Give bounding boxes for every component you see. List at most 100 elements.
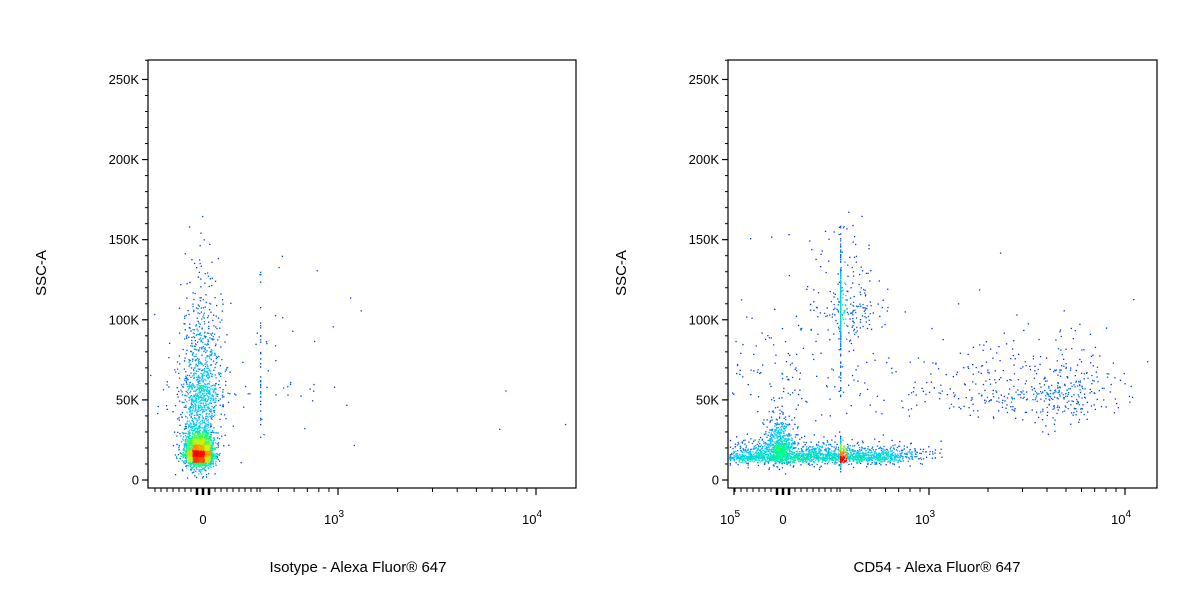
event-dot	[181, 440, 183, 442]
event-dot	[199, 423, 201, 425]
event-dot	[189, 406, 191, 408]
event-dot	[213, 338, 215, 340]
event-dot	[203, 445, 205, 447]
event-dot	[196, 437, 198, 439]
event-dot	[195, 396, 197, 399]
event-dot	[204, 445, 206, 447]
event-dot	[198, 458, 200, 460]
event-dot	[786, 453, 789, 455]
event-dot	[199, 333, 201, 335]
event-dot	[225, 369, 227, 371]
event-dot	[187, 438, 189, 441]
event-dot	[910, 455, 912, 458]
event-dot	[827, 461, 829, 464]
event-dot	[195, 450, 197, 452]
event-dot	[218, 438, 221, 440]
event-dot	[838, 464, 840, 466]
event-dot	[187, 447, 189, 449]
event-dot	[876, 459, 878, 461]
event-dot	[185, 450, 188, 452]
event-dot	[747, 449, 749, 452]
event-dot	[204, 462, 207, 464]
event-dot	[188, 425, 190, 427]
event-dot	[203, 458, 205, 460]
event-dot	[266, 342, 268, 345]
event-dot	[185, 377, 188, 379]
event-dot	[890, 446, 892, 448]
event-dot	[179, 424, 181, 426]
event-dot	[198, 358, 200, 360]
event-dot	[206, 390, 208, 392]
event-dot	[194, 360, 196, 362]
event-dot	[868, 455, 870, 457]
event-dot	[201, 443, 203, 446]
event-dot	[198, 457, 200, 459]
event-dot	[203, 335, 205, 337]
event-dot	[204, 370, 206, 372]
event-dot	[192, 351, 194, 354]
event-dot	[195, 344, 197, 346]
event-dot	[208, 461, 210, 463]
event-dot	[799, 460, 801, 463]
event-dot	[260, 322, 262, 324]
event-dot	[207, 373, 209, 375]
event-dot	[208, 383, 210, 385]
event-dot	[214, 447, 216, 449]
event-dot	[204, 441, 206, 443]
event-dot	[190, 423, 192, 426]
event-dot	[199, 334, 201, 336]
event-dot	[198, 400, 200, 403]
event-dot	[941, 456, 943, 458]
event-dot	[184, 446, 186, 449]
event-dot	[190, 429, 192, 431]
event-dot	[195, 363, 197, 365]
event-dot	[210, 436, 212, 438]
event-dot	[206, 465, 208, 467]
event-dot	[203, 428, 206, 430]
event-dot	[197, 307, 199, 310]
event-dot	[190, 401, 193, 403]
event-dot	[731, 452, 733, 455]
event-dot	[360, 310, 362, 312]
event-dot	[229, 371, 231, 373]
event-dot	[227, 401, 230, 404]
event-dot	[886, 458, 888, 460]
event-dot	[204, 442, 206, 444]
event-dot	[195, 454, 198, 456]
event-dot	[811, 464, 813, 466]
event-dot	[871, 451, 873, 453]
event-dot	[208, 410, 211, 412]
event-dot	[189, 392, 191, 394]
event-dot	[817, 453, 819, 455]
event-dot	[209, 453, 211, 455]
event-dot	[247, 393, 249, 395]
event-dot	[201, 469, 203, 471]
event-dot	[353, 444, 355, 447]
event-dot	[189, 422, 191, 424]
event-dot	[749, 460, 751, 462]
event-dot	[207, 378, 209, 380]
event-dot	[192, 406, 194, 408]
event-dot	[199, 387, 202, 389]
event-dot	[157, 412, 159, 415]
event-dot	[751, 442, 753, 445]
event-dot	[767, 453, 769, 455]
event-dots	[729, 211, 1149, 475]
event-dot	[214, 333, 216, 335]
event-dot	[191, 460, 193, 462]
x-tick-label: 104	[1111, 509, 1131, 527]
event-dot	[207, 449, 210, 451]
event-dot	[204, 383, 206, 386]
event-dot	[203, 317, 205, 319]
event-dot	[914, 449, 916, 451]
event-dot	[189, 439, 191, 442]
event-dot	[212, 456, 214, 459]
event-dot	[197, 368, 199, 370]
event-dot	[203, 406, 206, 408]
event-dot	[194, 292, 196, 295]
event-dot	[198, 407, 201, 409]
event-dot	[214, 354, 216, 356]
event-dot	[191, 459, 193, 461]
event-dot	[206, 435, 208, 438]
event-dot	[196, 393, 198, 396]
